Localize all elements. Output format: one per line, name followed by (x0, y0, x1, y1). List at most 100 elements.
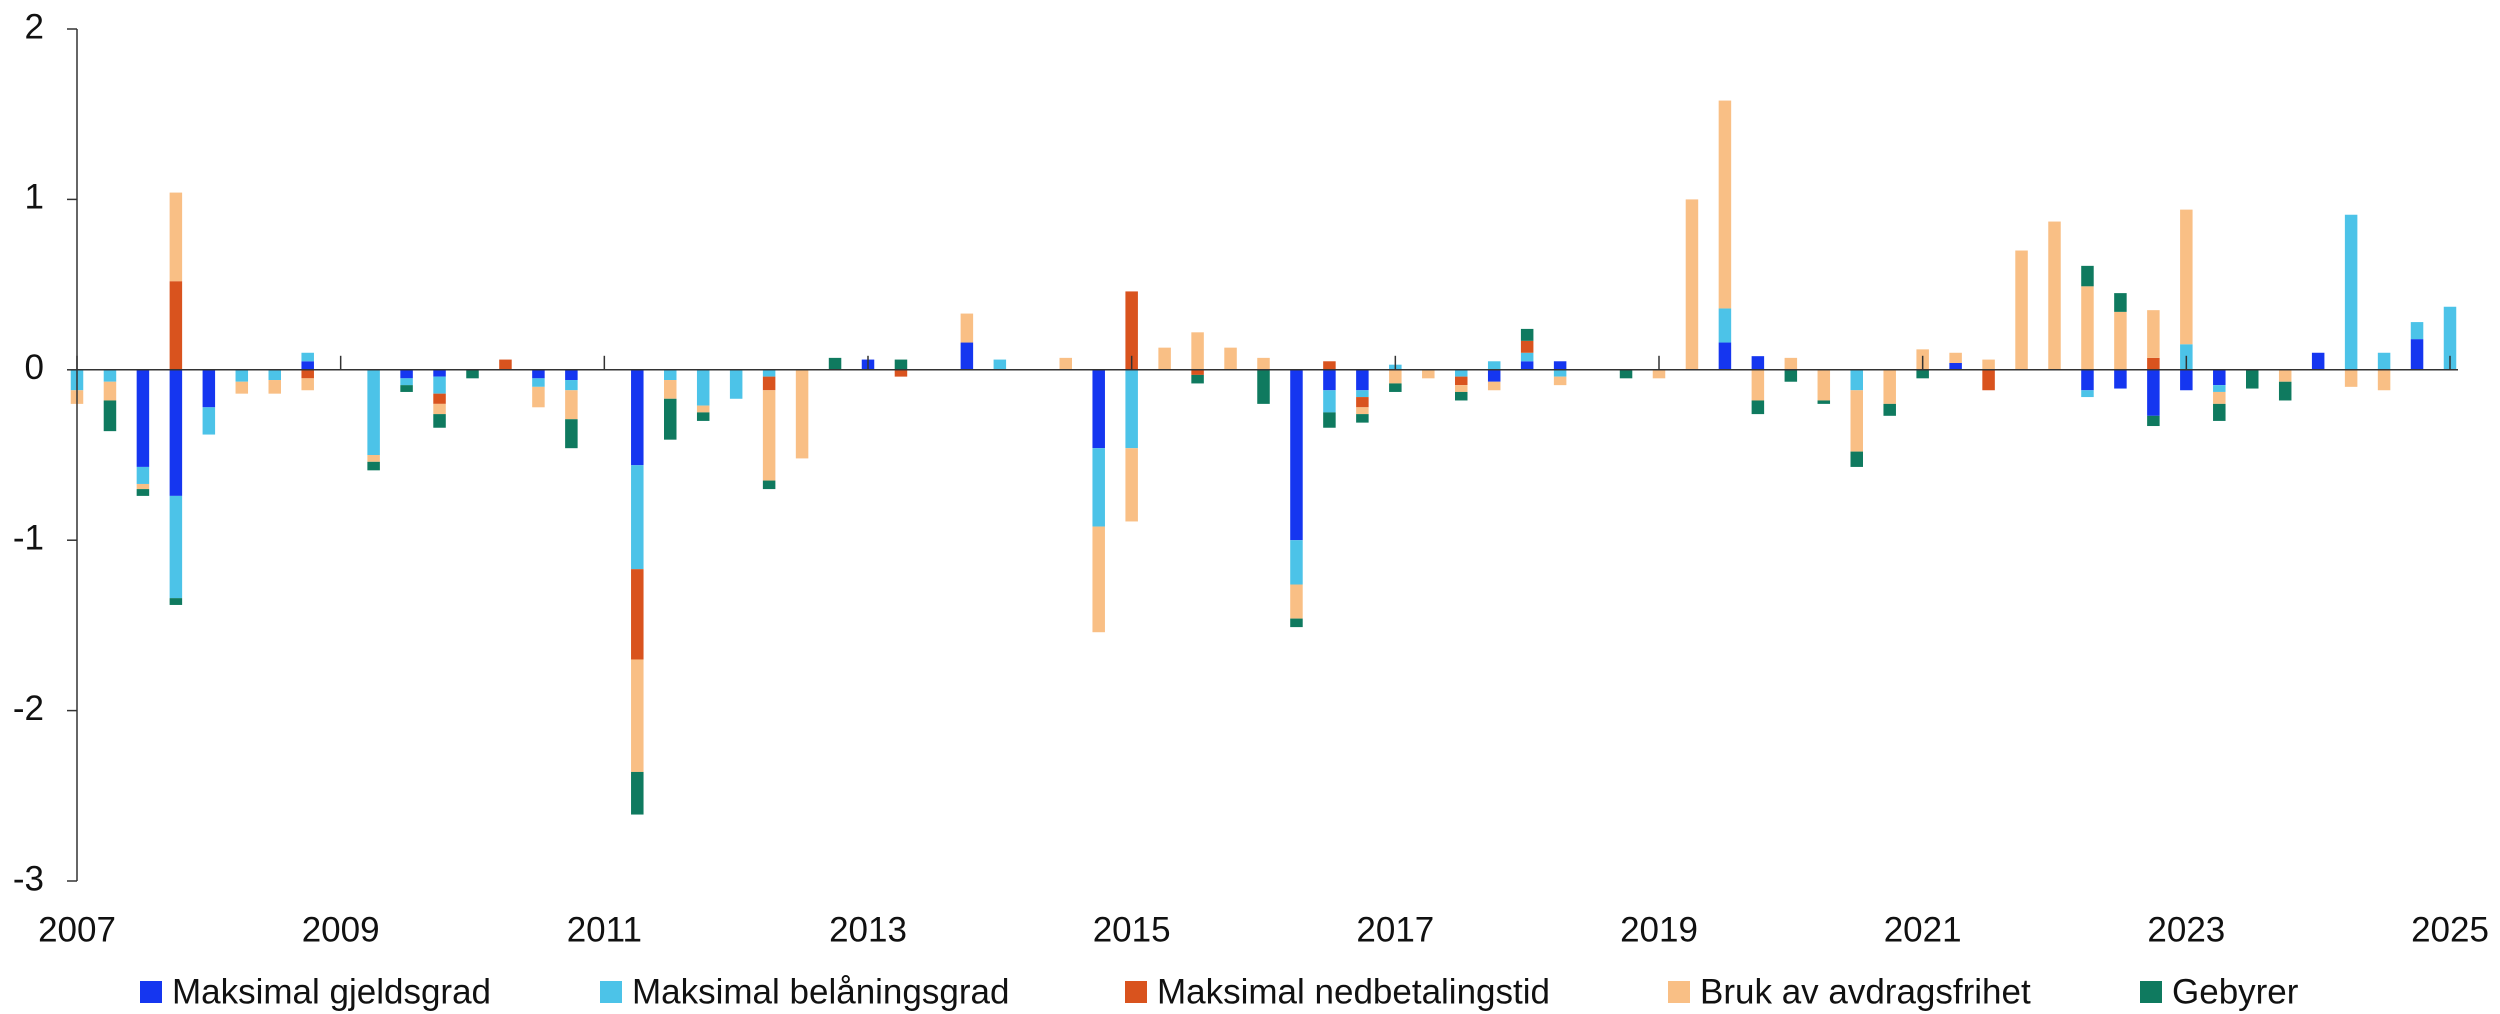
bar-segment (1092, 448, 1105, 527)
bar-segment (1751, 356, 1765, 370)
bar-segment (565, 390, 578, 420)
bar-segment (1520, 352, 1534, 362)
bar-segment (433, 414, 446, 428)
bar-segment (2180, 209, 2193, 345)
bar-segment (2410, 339, 2424, 370)
bar-segment (1850, 390, 1863, 452)
bar-segment (696, 369, 710, 406)
bar-segment (367, 455, 380, 462)
bar-segment (202, 369, 216, 408)
bar-segment (762, 480, 776, 490)
bar-segment (532, 386, 545, 408)
bar-segment (1125, 448, 1138, 522)
bar-segment (103, 381, 117, 401)
x-tick-label: 2021 (1884, 910, 1962, 949)
bar-segment (1487, 381, 1501, 391)
bar-segment (1455, 385, 1468, 392)
y-tick-label: -3 (13, 859, 44, 898)
bar-segment (400, 378, 413, 386)
bar-segment (301, 369, 314, 379)
x-tick-label: 2017 (1356, 910, 1434, 949)
bar-segment (136, 369, 150, 467)
bar-segment (1751, 369, 1765, 401)
bar-segment (2246, 369, 2259, 389)
bar-segment (1487, 361, 1501, 370)
bar-segment (1817, 369, 1831, 401)
bar-segment (433, 393, 446, 404)
bar-segment (1850, 369, 1863, 391)
bar-segment (2278, 369, 2292, 382)
bar-segment (1982, 359, 1995, 370)
bar-segment (301, 352, 314, 362)
bar-segment (136, 466, 150, 484)
bar-segment (1125, 369, 1138, 449)
bar-segment (367, 369, 380, 455)
legend-swatch (1125, 981, 1147, 1003)
bar-segment (235, 381, 249, 394)
bar-segment (1422, 369, 1435, 379)
bar-segment (2081, 369, 2094, 391)
bar-segment (2377, 352, 2391, 370)
bar-segment (433, 369, 446, 377)
bar-segment (2344, 369, 2358, 387)
bar-segment (2114, 293, 2127, 312)
bar-segment (894, 369, 908, 377)
bar-segment (1290, 369, 1303, 541)
x-tick-label: 2009 (302, 910, 380, 949)
bar-segment (1125, 291, 1138, 370)
bar-segment (103, 369, 117, 382)
bar-segment (2147, 357, 2160, 370)
bar-segment (1455, 376, 1468, 386)
bar-segment (631, 369, 644, 466)
bar-segment (1553, 369, 1567, 377)
bar-segment (1982, 369, 1995, 391)
bar-segment (433, 403, 446, 415)
bar-segment (268, 369, 281, 381)
bar-segment (2048, 221, 2061, 370)
bar-segment (894, 359, 908, 370)
bar-segment (1619, 369, 1633, 379)
bar-segment (960, 342, 974, 370)
bar-segment (960, 313, 974, 343)
bar-segment (762, 369, 776, 377)
bar-segment (2410, 322, 2424, 340)
x-tick-label: 2019 (1620, 910, 1698, 949)
bar-segment (1323, 412, 1336, 428)
bar-segment (664, 380, 677, 399)
bar-segment (1784, 369, 1798, 382)
bar-segment (565, 380, 578, 391)
legend-label: Gebyrer (2172, 972, 2299, 1011)
bar-segment (2377, 369, 2391, 391)
bar-segment (1257, 357, 1270, 370)
bar-segment (2278, 381, 2292, 401)
bar-segment (169, 598, 183, 605)
bar-segment (1817, 400, 1831, 404)
bar-segment (235, 369, 249, 382)
bar-segment (169, 495, 183, 599)
bar-segment (696, 405, 710, 413)
bar-segment (2114, 369, 2127, 389)
legend-label: Bruk av avdragsfrihet (1700, 972, 2031, 1011)
bar-segment (532, 369, 545, 379)
bar-segment (1652, 369, 1666, 379)
bar-segment (2081, 265, 2094, 287)
bar-segment (2443, 306, 2457, 370)
bar-segment (2147, 369, 2160, 416)
bar-segment (1224, 347, 1237, 370)
bar-segment (1883, 403, 1896, 416)
bar-segment (2147, 310, 2160, 358)
x-tick-label: 2007 (38, 910, 116, 949)
y-tick-label: -1 (13, 518, 44, 557)
bar-segment (1389, 383, 1402, 392)
bar-segment (1553, 376, 1567, 386)
legend-swatch (600, 981, 622, 1003)
bar-segment (1257, 369, 1270, 404)
bar-segment (2213, 403, 2226, 421)
bar-segment (466, 369, 479, 379)
bar-segment (2213, 385, 2226, 392)
bar-segment (1356, 414, 1369, 423)
bar-segment (1916, 369, 1929, 379)
bar-segment (1751, 400, 1765, 415)
bar-segment (729, 369, 743, 399)
bar-segment (2147, 415, 2160, 427)
